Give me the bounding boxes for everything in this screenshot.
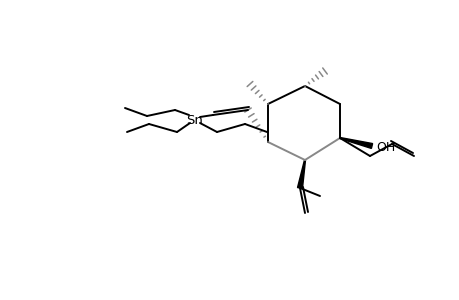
Polygon shape (297, 160, 305, 188)
Text: Sn: Sn (186, 113, 203, 127)
Text: OH: OH (375, 140, 394, 154)
Polygon shape (339, 137, 372, 148)
